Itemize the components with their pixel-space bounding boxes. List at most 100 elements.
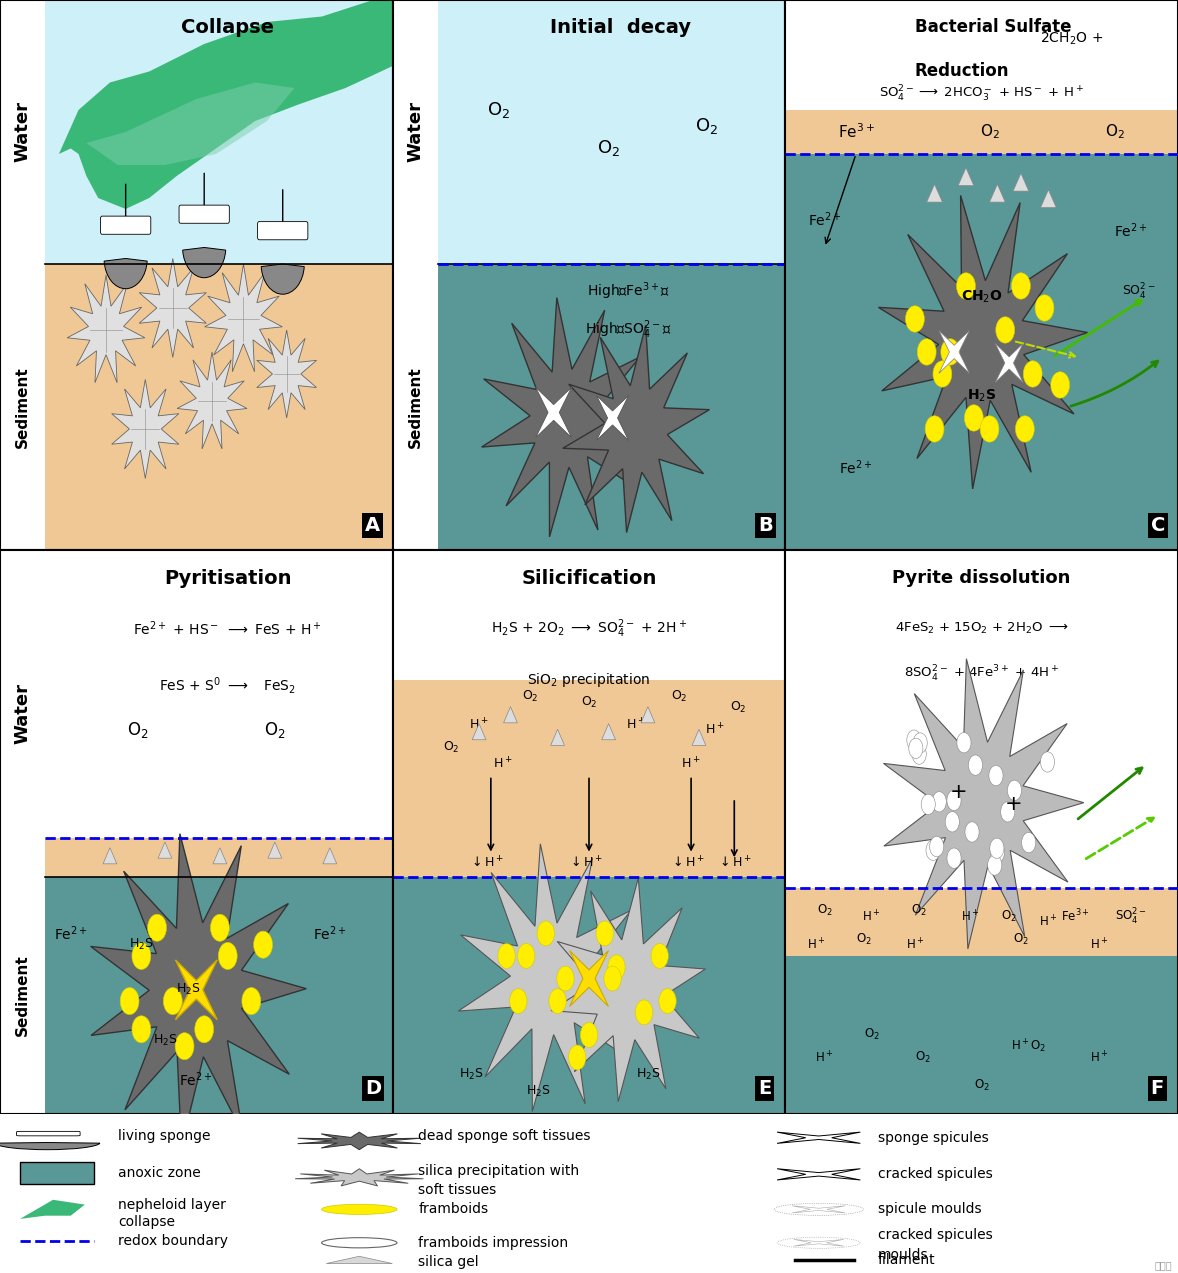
Wedge shape: [0, 1143, 100, 1150]
Circle shape: [991, 843, 1005, 863]
FancyBboxPatch shape: [0, 0, 392, 264]
Text: Fe$^{2+}$: Fe$^{2+}$: [313, 924, 346, 943]
Text: D: D: [365, 1080, 382, 1099]
Text: H$^+$: H$^+$: [681, 756, 701, 771]
Circle shape: [194, 1016, 213, 1043]
Text: High【SO$_4^{2-}$】: High【SO$_4^{2-}$】: [585, 318, 671, 341]
Text: 聚集网: 聚集网: [1154, 1260, 1172, 1270]
Circle shape: [1051, 372, 1070, 398]
Polygon shape: [1013, 173, 1028, 191]
Circle shape: [947, 791, 961, 811]
Text: Fe$^{2+}$: Fe$^{2+}$: [1114, 222, 1147, 241]
Polygon shape: [958, 168, 974, 186]
Text: SiO$_2$ precipitation: SiO$_2$ precipitation: [528, 671, 650, 689]
Polygon shape: [939, 331, 969, 373]
Polygon shape: [472, 723, 487, 740]
Text: Reduction: Reduction: [915, 62, 1010, 80]
Polygon shape: [995, 344, 1023, 382]
Wedge shape: [104, 258, 147, 289]
Text: Fe$^{3+}$: Fe$^{3+}$: [838, 122, 874, 141]
Polygon shape: [458, 844, 644, 1111]
Text: +: +: [1005, 793, 1021, 813]
Polygon shape: [205, 264, 283, 372]
Circle shape: [253, 931, 272, 959]
Text: Fe$^{3+}$: Fe$^{3+}$: [1061, 908, 1091, 924]
Text: redox boundary: redox boundary: [118, 1235, 227, 1248]
Circle shape: [921, 794, 935, 815]
Polygon shape: [91, 834, 306, 1146]
FancyBboxPatch shape: [0, 838, 392, 877]
Text: CH$_2$O: CH$_2$O: [961, 289, 1002, 306]
Text: O$_2$: O$_2$: [1013, 932, 1028, 947]
Circle shape: [211, 914, 230, 941]
Text: FeS + S$^0$ $\longrightarrow$   FeS$_2$: FeS + S$^0$ $\longrightarrow$ FeS$_2$: [159, 675, 296, 696]
Text: H$_2$S: H$_2$S: [525, 1083, 550, 1099]
Text: H$^+$: H$^+$: [469, 717, 489, 732]
Text: E: E: [757, 1080, 772, 1099]
FancyBboxPatch shape: [0, 550, 392, 838]
FancyBboxPatch shape: [0, 264, 392, 550]
Polygon shape: [927, 185, 942, 202]
Circle shape: [912, 743, 926, 764]
Text: filament: filament: [878, 1254, 935, 1267]
Text: dead sponge soft tissues: dead sponge soft tissues: [418, 1129, 590, 1143]
Polygon shape: [323, 848, 337, 864]
Text: moulds: moulds: [878, 1249, 928, 1263]
Text: O$_2$: O$_2$: [597, 139, 620, 158]
Text: O$_2$: O$_2$: [1105, 122, 1125, 141]
FancyBboxPatch shape: [392, 680, 786, 877]
Text: O$_2$: O$_2$: [671, 689, 688, 704]
Circle shape: [980, 416, 999, 442]
Circle shape: [241, 988, 260, 1015]
Polygon shape: [777, 1169, 860, 1180]
Circle shape: [777, 1237, 860, 1249]
Polygon shape: [536, 387, 571, 438]
Text: SO$_4^{2-}$: SO$_4^{2-}$: [1121, 281, 1156, 302]
Circle shape: [596, 920, 614, 946]
Text: framboids: framboids: [418, 1203, 489, 1216]
Text: O$_2$: O$_2$: [488, 101, 510, 120]
Text: Fe$^{2+}$ + HS$^-$ $\longrightarrow$ FeS + H$^+$: Fe$^{2+}$ + HS$^-$ $\longrightarrow$ FeS…: [133, 620, 322, 638]
Text: H$^+$: H$^+$: [862, 909, 881, 924]
Text: O$_2$: O$_2$: [730, 700, 747, 715]
Text: anoxic zone: anoxic zone: [118, 1166, 200, 1180]
Text: H$^+$: H$^+$: [807, 937, 826, 952]
Circle shape: [604, 966, 621, 990]
Polygon shape: [794, 1240, 843, 1246]
Circle shape: [957, 272, 975, 299]
Circle shape: [965, 822, 979, 843]
Text: Water: Water: [406, 102, 424, 163]
Circle shape: [913, 733, 927, 754]
Polygon shape: [86, 83, 294, 165]
Polygon shape: [158, 841, 172, 858]
FancyBboxPatch shape: [786, 550, 1178, 889]
Text: H$_2$S: H$_2$S: [459, 1067, 483, 1082]
Text: B: B: [757, 516, 773, 535]
Circle shape: [1021, 833, 1035, 853]
FancyBboxPatch shape: [179, 205, 230, 223]
Text: H$^+$: H$^+$: [1090, 937, 1108, 952]
Circle shape: [968, 755, 982, 775]
Wedge shape: [262, 264, 304, 294]
Polygon shape: [102, 848, 117, 864]
Text: sponge spicules: sponge spicules: [878, 1130, 988, 1144]
FancyBboxPatch shape: [392, 550, 786, 680]
Circle shape: [322, 1237, 397, 1248]
Text: $\downarrow$H$^+$: $\downarrow$H$^+$: [670, 855, 704, 871]
Text: nepheloid layer: nepheloid layer: [118, 1198, 226, 1212]
Text: H$_2$S + 2O$_2$ $\longrightarrow$ SO$_4^{2-}$ + 2H$^+$: H$_2$S + 2O$_2$ $\longrightarrow$ SO$_4^…: [491, 617, 687, 640]
Text: framboids impression: framboids impression: [418, 1236, 568, 1250]
FancyBboxPatch shape: [16, 1132, 80, 1136]
Text: H$^+$: H$^+$: [627, 717, 646, 732]
Circle shape: [906, 306, 925, 332]
Polygon shape: [176, 960, 217, 1020]
Circle shape: [510, 989, 527, 1013]
Circle shape: [132, 1016, 151, 1043]
Circle shape: [1007, 780, 1021, 801]
Text: Fe$^{2+}$: Fe$^{2+}$: [839, 458, 873, 477]
Circle shape: [945, 812, 959, 833]
Text: spicule moulds: spicule moulds: [878, 1203, 981, 1216]
FancyBboxPatch shape: [0, 877, 392, 1114]
Text: $\downarrow$H$^+$: $\downarrow$H$^+$: [717, 855, 752, 871]
Circle shape: [549, 989, 567, 1013]
